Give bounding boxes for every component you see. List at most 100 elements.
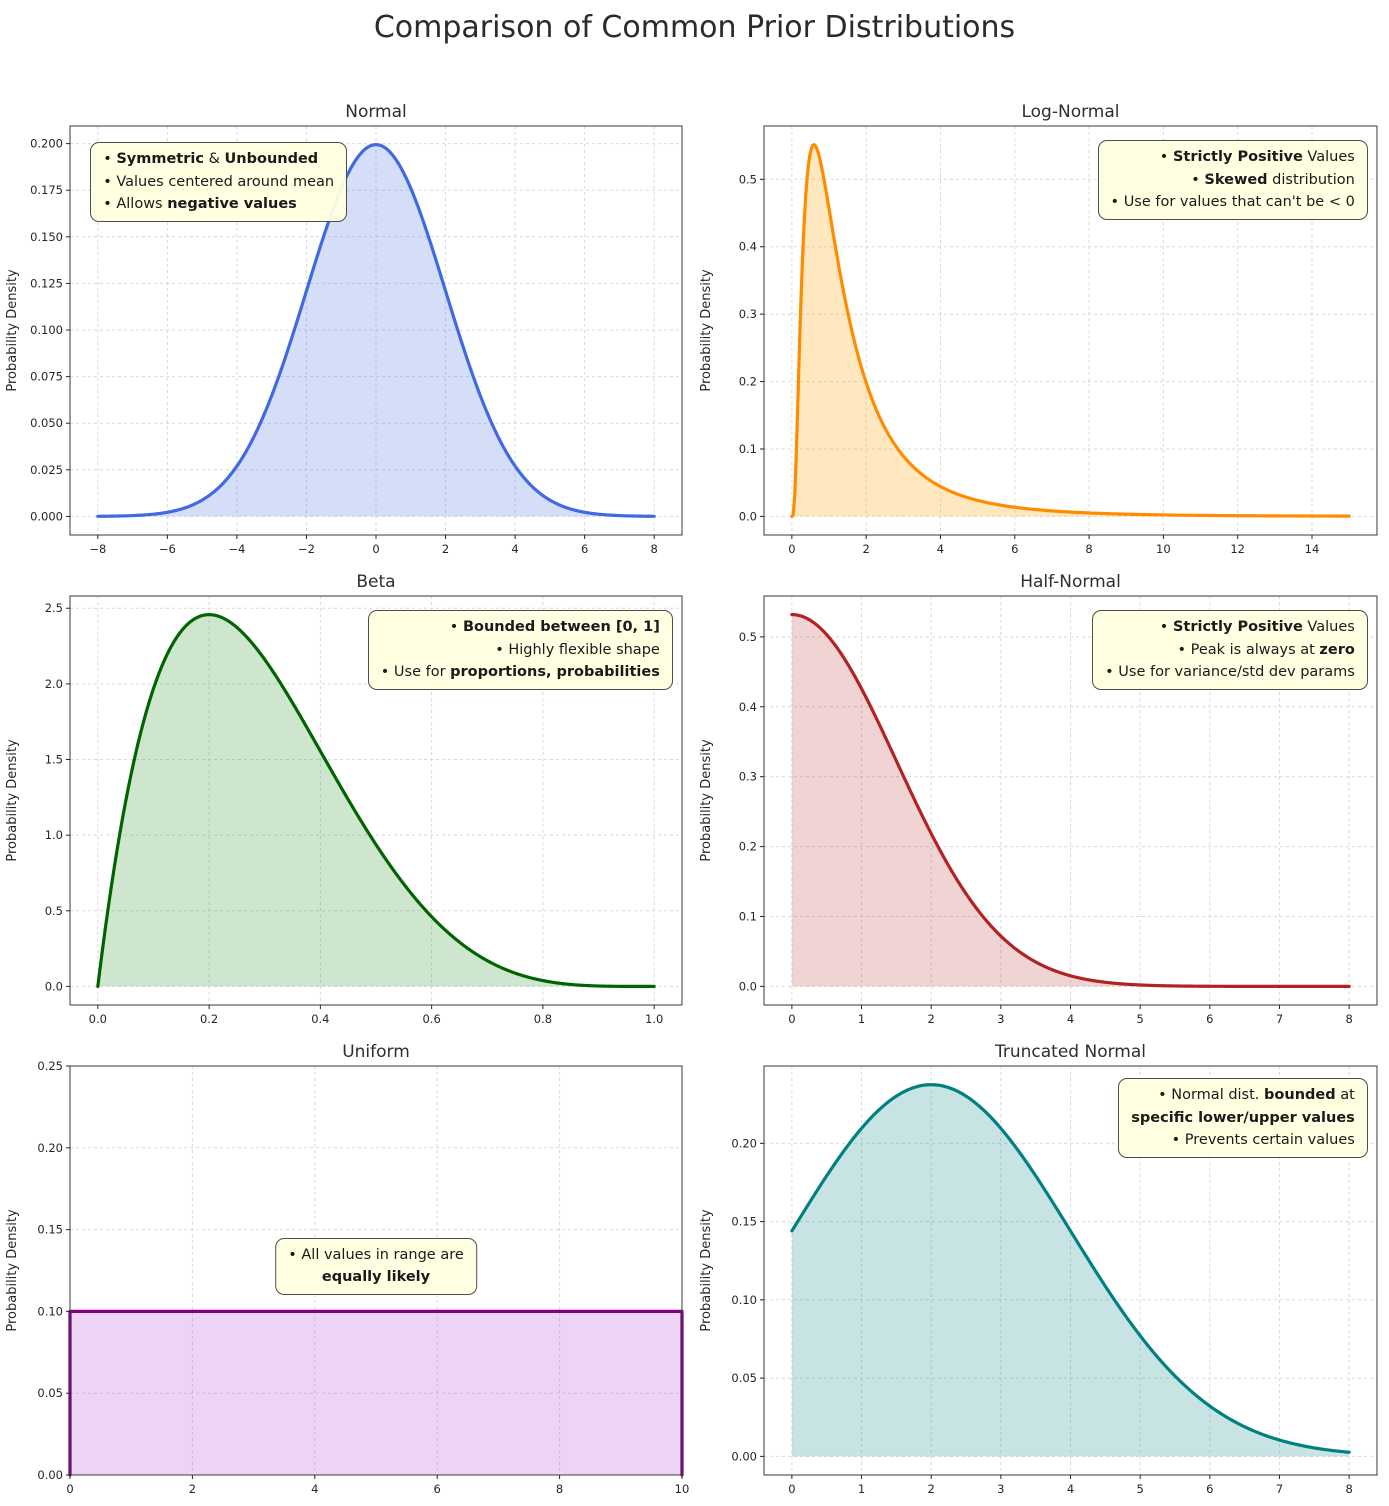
x-tick-label: 2 [928, 1012, 935, 1026]
annotation-line: • Normal dist. bounded at [1158, 1087, 1355, 1104]
annotation-beta: • Bounded between [0, 1] • Highly flexibl… [367, 610, 673, 690]
y-axis-label: Probability Density [5, 739, 20, 862]
y-tick-label: 0.4 [739, 700, 757, 714]
annotation-normal: • Symmetric & Unbounded • Values centered… [90, 142, 348, 222]
y-tick-label: 0.1 [739, 910, 757, 924]
annotation-line: • Peak is always at zero [1177, 641, 1355, 658]
x-tick-label: 0 [788, 542, 795, 556]
y-tick-label: 0.000 [30, 509, 63, 523]
x-tick-label: 8 [1085, 542, 1092, 556]
y-tick-label: 0.15 [37, 1223, 63, 1237]
x-tick-label: 10 [675, 1482, 690, 1496]
chart-canvas-normal: −8 −6 −4 −2 0 2 4 6 8 0.000 0.025 0.050 0.075 0.100 0.… [5, 102, 683, 556]
x-tick-label: 0.4 [311, 1012, 329, 1026]
x-tick-label: 3 [997, 1482, 1004, 1496]
chart-canvas-lognormal: 0 2 4 6 8 10 12 14 0.0 0.1 0.2 0.3 0.4 0.5 Log-Normal P… [699, 102, 1378, 556]
x-tick-label: 4 [511, 542, 518, 556]
subplot-truncnorm: 0 1 2 3 4 5 6 7 8 0.00 0.05 0.10 0.15 0.20 Truncated N… [694, 1036, 1389, 1506]
y-tick-label: 0.25 [37, 1059, 63, 1073]
annotation-line: • Strictly Positive Values [1159, 619, 1355, 636]
y-tick-label: 0.0 [45, 979, 63, 993]
y-tick-label: 0.075 [30, 370, 63, 384]
y-tick-label: 0.10 [37, 1304, 63, 1318]
x-tick-label: 6 [434, 1482, 441, 1496]
distribution-area [791, 1084, 1350, 1457]
annotation-line: • Use for variance/std dev params [1105, 664, 1355, 681]
distribution-curve [790, 1083, 1351, 1454]
x-tick-label: 6 [1011, 542, 1018, 556]
annotation-truncnorm: • Normal dist. bounded at specific lower/… [1118, 1078, 1368, 1158]
x-tick-label: 2 [189, 1482, 196, 1496]
x-tick-label: 4 [311, 1482, 318, 1496]
subplot-title: Log-Normal [1021, 102, 1119, 122]
y-tick-label: 0.15 [731, 1215, 757, 1229]
axes-frame [763, 125, 1378, 536]
y-tick-label: 0.05 [37, 1386, 63, 1400]
y-tick-label: 2.0 [45, 677, 63, 691]
chart-canvas-uniform: 0 2 4 6 8 10 0.00 0.05 0.10 0.15 0.20 0.25 Uniform Pr… [5, 1042, 690, 1496]
figure-title: Comparison of Common Prior Distributions [373, 10, 1016, 45]
x-tick-label: 0 [788, 1482, 795, 1496]
subplot-normal: −8 −6 −4 −2 0 2 4 6 8 0.000 0.025 0.050 0.075 0.100 0.… [0, 96, 694, 566]
x-tick-label: 0 [66, 1482, 73, 1496]
subplot-title: Half-Normal [1020, 572, 1121, 592]
x-tick-label: 8 [1345, 1012, 1352, 1026]
x-tick-label: −2 [298, 542, 315, 556]
x-tick-label: 1.0 [645, 1012, 663, 1026]
x-tick-label: 4 [1067, 1482, 1074, 1496]
y-tick-label: 1.0 [45, 828, 63, 842]
axes-frame [69, 595, 683, 1006]
x-tick-label: 0.0 [89, 1012, 107, 1026]
distribution-area [97, 144, 655, 517]
subplot-title: Uniform [342, 1042, 410, 1062]
y-tick-label: 0.00 [37, 1468, 63, 1482]
distribution-area [791, 144, 1350, 517]
annotation-lognormal: • Strictly Positive Values • Skewed distr… [1097, 140, 1368, 220]
y-tick-label: 0.125 [30, 276, 63, 290]
distribution-curve [790, 612, 1351, 989]
annotation-line: • Allows negative values [103, 196, 297, 213]
distribution-curve [96, 613, 656, 989]
x-tick-label: −4 [228, 542, 245, 556]
x-tick-label: 0.8 [534, 1012, 552, 1026]
distribution-curve [96, 143, 656, 518]
y-tick-label: 2.5 [45, 601, 63, 615]
y-tick-label: 0.4 [739, 240, 757, 254]
x-tick-label: 8 [1345, 1482, 1352, 1496]
chart-canvas-halfnormal: 0 1 2 3 4 5 6 7 8 0.0 0.1 0.2 0.3 0.4 0.5 Half-Normal Pr… [699, 572, 1378, 1026]
annotation-line: • Use for proportions, probabilities [380, 664, 660, 681]
y-tick-label: 0.200 [30, 137, 63, 151]
x-tick-label: 0 [372, 542, 379, 556]
annotation-line: • Prevents certain values [1171, 1132, 1355, 1149]
y-tick-label: 0.5 [739, 630, 757, 644]
x-tick-label: 10 [1156, 542, 1171, 556]
y-tick-label: 0.175 [30, 183, 63, 197]
x-tick-label: 4 [937, 542, 944, 556]
x-tick-label: 5 [1136, 1012, 1143, 1026]
y-tick-label: 0.2 [739, 375, 757, 389]
subplot-lognormal: 0 2 4 6 8 10 12 14 0.0 0.1 0.2 0.3 0.4 0.5 Log-Normal P… [694, 96, 1389, 566]
y-tick-label: 0.00 [731, 1449, 757, 1463]
x-tick-label: 1 [858, 1012, 865, 1026]
y-tick-label: 0.05 [731, 1371, 757, 1385]
y-axis-label: Probability Density [5, 1209, 20, 1332]
x-tick-label: 4 [1067, 1012, 1074, 1026]
subplot-title: Normal [345, 102, 407, 122]
y-tick-label: 0.10 [731, 1293, 757, 1307]
y-axis-label: Probability Density [699, 269, 714, 392]
annotation-line: • Skewed distribution [1191, 171, 1355, 188]
x-tick-label: 3 [997, 1012, 1004, 1026]
x-tick-label: 6 [581, 542, 588, 556]
distribution-area [97, 614, 655, 987]
y-tick-label: 0.20 [731, 1136, 757, 1150]
x-tick-label: 2 [442, 542, 449, 556]
y-tick-label: 0.050 [30, 416, 63, 430]
x-tick-label: 0 [788, 1012, 795, 1026]
y-tick-label: 0.20 [37, 1141, 63, 1155]
x-tick-label: −8 [89, 542, 106, 556]
x-tick-label: 1 [858, 1482, 865, 1496]
distribution-curve [790, 143, 1351, 518]
chart-canvas-truncnorm: 0 1 2 3 4 5 6 7 8 0.00 0.05 0.10 0.15 0.20 Truncated N… [699, 1042, 1378, 1496]
x-tick-label: 7 [1276, 1012, 1283, 1026]
y-tick-label: 0.1 [739, 442, 757, 456]
